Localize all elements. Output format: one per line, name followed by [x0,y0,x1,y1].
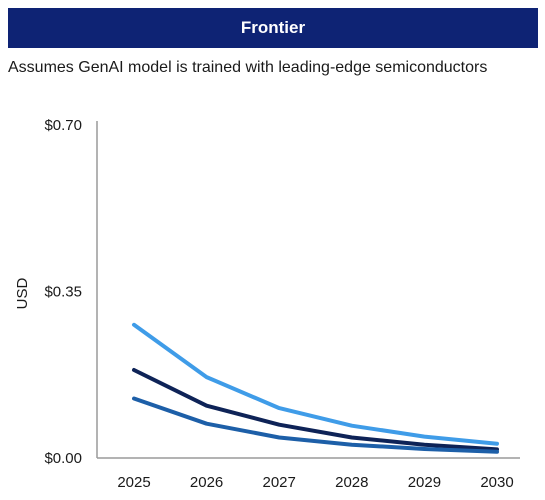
x-tick-label: 2027 [263,474,296,491]
y-tick-label: $0.35 [44,284,82,301]
chart-labels: $0.00 $0.35 $0.70 2025 2026 2027 2028 2029 2030 U… [14,117,514,491]
x-tick-label: 2026 [190,474,223,491]
chart-subtitle: Assumes GenAI model is trained with lead… [8,59,488,76]
x-tick-label: 2025 [117,474,150,491]
chart-series [132,322,499,454]
x-tick-label: 2029 [408,474,441,491]
x-tick-label: 2030 [480,474,513,491]
x-tick-label: 2028 [335,474,368,491]
y-axis-label: USD [14,277,31,309]
y-tick-label: $0.00 [44,450,82,467]
series-line-1 [132,322,499,446]
chart-title: Frontier [240,18,306,37]
series-line-2 [132,368,499,452]
y-tick-label: $0.70 [44,117,82,134]
chart-title-banner: Frontier [8,8,538,48]
chart-axes [96,121,520,459]
series-line-3 [132,396,499,454]
